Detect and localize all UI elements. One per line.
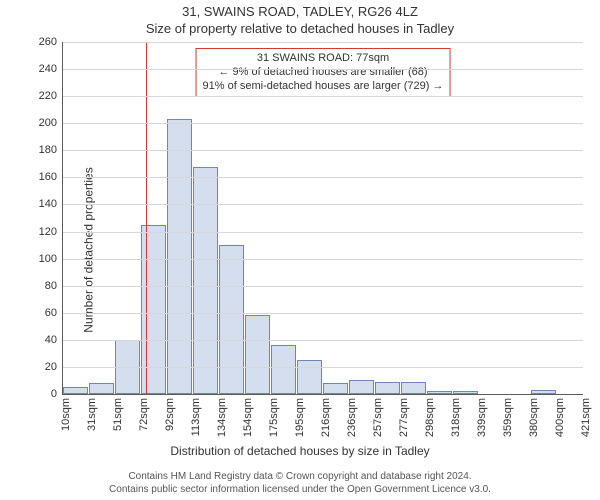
x-tick-label: 359sqm [502, 398, 514, 437]
x-tick-label: 400sqm [554, 398, 566, 437]
y-tick-label: 80 [45, 280, 57, 292]
y-tick-label: 240 [39, 63, 57, 75]
histogram-bar [427, 391, 452, 394]
x-tick-label: 257sqm [372, 398, 384, 437]
histogram-bar [141, 225, 166, 394]
plot-area: 31 SWAINS ROAD: 77sqm ← 9% of detached h… [62, 42, 583, 395]
x-tick-label: 318sqm [450, 398, 462, 437]
gridline [63, 286, 583, 287]
x-tick-label: 380sqm [528, 398, 540, 437]
x-tick-label: 195sqm [294, 398, 306, 437]
footnote-line: Contains HM Land Registry data © Crown c… [0, 471, 600, 484]
annotation-line: 31 SWAINS ROAD: 77sqm [203, 52, 444, 66]
gridline [63, 340, 583, 341]
histogram-bar [245, 315, 270, 394]
x-axis-label: Distribution of detached houses by size … [0, 444, 600, 458]
gridline [63, 313, 583, 314]
histogram-bar [401, 382, 426, 394]
gridline [63, 204, 583, 205]
chart-title-line1: 31, SWAINS ROAD, TADLEY, RG26 4LZ [0, 4, 600, 19]
y-tick-label: 0 [51, 388, 57, 400]
histogram-bar [297, 360, 322, 394]
gridline [63, 123, 583, 124]
gridline [63, 367, 583, 368]
x-tick-label: 92sqm [164, 398, 176, 431]
gridline [63, 232, 583, 233]
y-tick-label: 20 [45, 361, 57, 373]
footnote-line: Contains public sector information licen… [0, 484, 600, 497]
y-tick-label: 180 [39, 144, 57, 156]
footnotes: Contains HM Land Registry data © Crown c… [0, 471, 600, 496]
y-tick-label: 200 [39, 117, 57, 129]
x-tick-label: 175sqm [268, 398, 280, 437]
histogram-bar [167, 119, 192, 394]
gridline [63, 150, 583, 151]
gridline [63, 69, 583, 70]
annotation-line: 91% of semi-detached houses are larger (… [203, 80, 444, 94]
y-tick-label: 60 [45, 307, 57, 319]
x-tick-label: 10sqm [60, 398, 72, 431]
y-tick-label: 220 [39, 90, 57, 102]
x-tick-label: 134sqm [216, 398, 228, 437]
histogram-bar [323, 383, 348, 394]
histogram-bar [375, 382, 400, 394]
x-tick-label: 277sqm [398, 398, 410, 437]
x-tick-label: 236sqm [346, 398, 358, 437]
histogram-bar [89, 383, 114, 394]
x-tick-label: 31sqm [86, 398, 98, 431]
gridline [63, 96, 583, 97]
y-tick-label: 40 [45, 334, 57, 346]
y-tick-label: 160 [39, 171, 57, 183]
y-tick-label: 100 [39, 253, 57, 265]
y-tick-label: 260 [39, 36, 57, 48]
gridline [63, 259, 583, 260]
x-tick-label: 72sqm [138, 398, 150, 431]
reference-line [146, 42, 147, 394]
histogram-bar [219, 245, 244, 394]
y-tick-label: 120 [39, 226, 57, 238]
histogram-bar [193, 167, 218, 394]
y-tick-label: 140 [39, 198, 57, 210]
histogram-bar [349, 380, 374, 394]
gridline [63, 42, 583, 43]
annotation-box: 31 SWAINS ROAD: 77sqm ← 9% of detached h… [196, 48, 451, 97]
annotation-line: ← 9% of detached houses are smaller (68) [203, 66, 444, 80]
x-tick-label: 154sqm [242, 398, 254, 437]
x-tick-label: 298sqm [424, 398, 436, 437]
histogram-bar [531, 390, 556, 394]
gridline [63, 177, 583, 178]
histogram-bar [63, 387, 88, 394]
chart-title-line2: Size of property relative to detached ho… [0, 21, 600, 36]
histogram-bar [453, 391, 478, 394]
x-tick-label: 421sqm [580, 398, 592, 437]
x-tick-label: 113sqm [190, 398, 202, 436]
x-tick-label: 339sqm [476, 398, 488, 437]
histogram-bar [271, 345, 296, 394]
chart-container: { "title_line1": "31, SWAINS ROAD, TADLE… [0, 0, 600, 500]
x-tick-label: 216sqm [320, 398, 332, 437]
x-tick-label: 51sqm [112, 398, 124, 431]
